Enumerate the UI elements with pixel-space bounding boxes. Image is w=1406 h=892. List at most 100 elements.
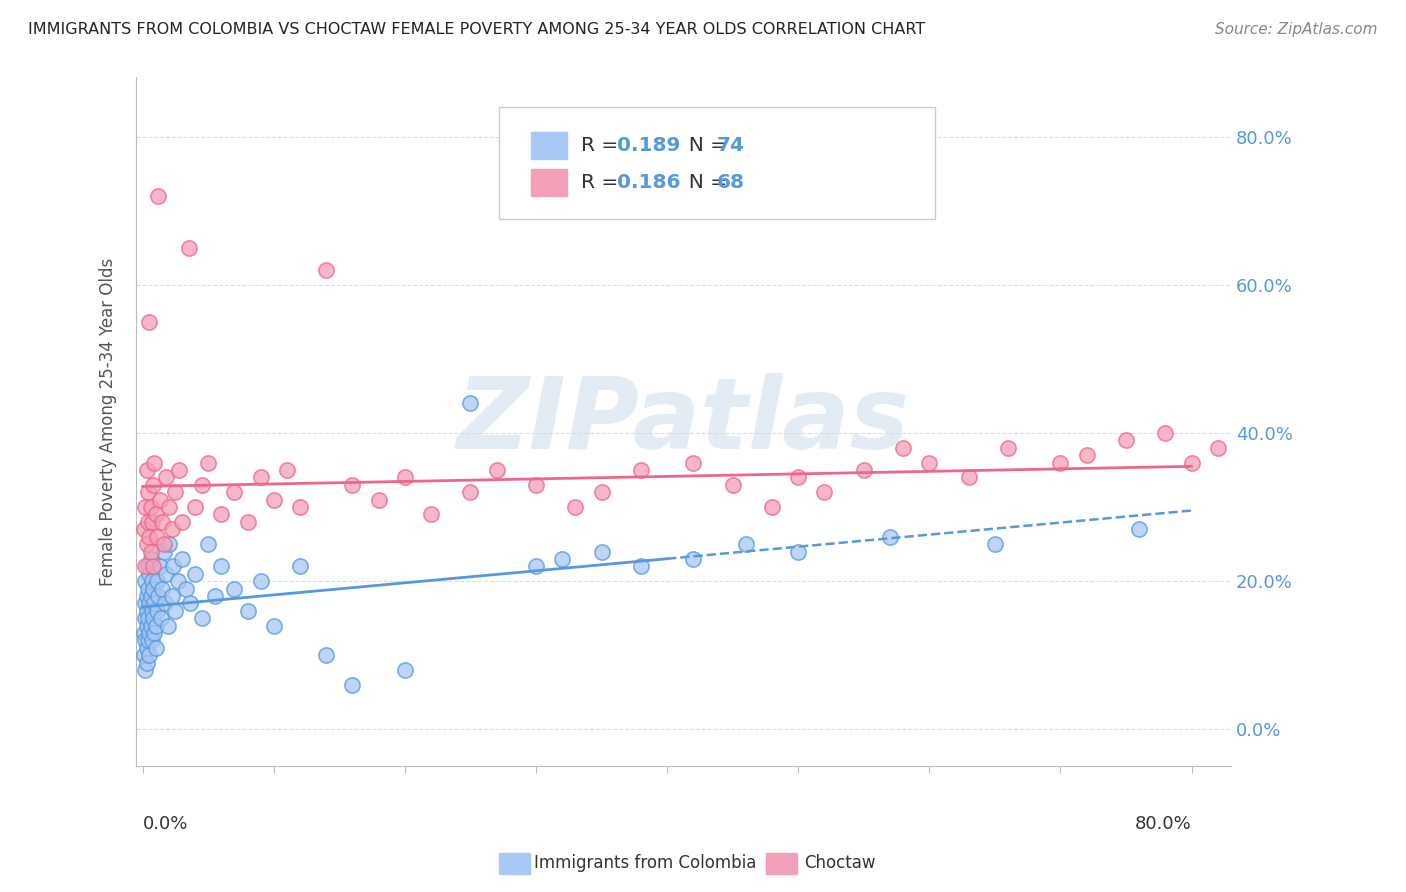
Y-axis label: Female Poverty Among 25-34 Year Olds: Female Poverty Among 25-34 Year Olds (100, 258, 117, 586)
Point (394, 663, 416, 677)
Point (138, 648, 160, 663)
Point (135, 640, 157, 655)
Point (209, 508, 232, 522)
Point (197, 456, 219, 470)
Point (132, 648, 155, 663)
Point (145, 508, 167, 522)
Point (139, 589, 162, 603)
Point (143, 596, 166, 610)
Point (139, 552, 162, 566)
Text: 68: 68 (717, 173, 745, 193)
Point (315, 648, 337, 663)
Point (682, 552, 704, 566)
Point (150, 515, 173, 529)
Point (165, 604, 187, 618)
Text: ZIPatlas: ZIPatlas (457, 374, 910, 470)
Point (177, 241, 200, 255)
Point (146, 530, 169, 544)
Point (1076, 448, 1098, 462)
Text: N =: N = (676, 173, 734, 193)
Point (134, 663, 156, 677)
Point (721, 478, 744, 492)
Point (630, 463, 652, 477)
Point (150, 611, 173, 625)
Point (957, 470, 980, 484)
Point (1285, 611, 1308, 625)
Point (146, 604, 169, 618)
Point (135, 537, 157, 551)
Point (918, 456, 941, 470)
Point (135, 589, 157, 603)
Point (141, 633, 163, 648)
Point (132, 626, 155, 640)
Point (135, 604, 157, 618)
Text: Immigrants from Colombia: Immigrants from Colombia (534, 855, 756, 872)
Point (1206, 441, 1229, 455)
Point (682, 456, 704, 470)
Point (1154, 425, 1177, 440)
Point (145, 618, 167, 632)
Point (169, 463, 191, 477)
Point (879, 530, 901, 544)
Text: Source: ZipAtlas.com: Source: ZipAtlas.com (1215, 22, 1378, 37)
Point (787, 544, 810, 558)
Point (170, 552, 193, 566)
Point (149, 559, 172, 574)
Point (460, 485, 482, 500)
Point (179, 596, 201, 610)
Point (224, 485, 246, 500)
Point (141, 574, 163, 589)
Text: 74: 74 (717, 136, 745, 155)
Point (134, 559, 156, 574)
Point (146, 574, 169, 589)
Point (141, 515, 163, 529)
Point (276, 463, 298, 477)
Point (135, 656, 157, 670)
Point (591, 485, 613, 500)
Point (152, 537, 174, 551)
Point (139, 544, 162, 558)
Point (136, 582, 159, 596)
Point (184, 500, 207, 514)
Point (1049, 456, 1071, 470)
Point (162, 559, 184, 574)
Point (1115, 434, 1137, 448)
Text: 0.189: 0.189 (617, 136, 681, 155)
Point (160, 522, 183, 536)
Point (190, 478, 212, 492)
Point (891, 441, 914, 455)
Point (485, 463, 508, 477)
Point (138, 530, 160, 544)
Point (852, 463, 875, 477)
Text: 0.186: 0.186 (617, 173, 681, 193)
Point (524, 559, 547, 574)
Point (155, 566, 177, 581)
Point (153, 596, 176, 610)
Point (591, 544, 613, 558)
Point (787, 470, 810, 484)
Point (249, 574, 271, 589)
Point (136, 515, 159, 529)
Point (134, 611, 156, 625)
Point (224, 582, 246, 596)
Point (138, 315, 160, 329)
Point (197, 537, 219, 551)
Point (136, 485, 159, 500)
Point (134, 574, 156, 589)
Point (148, 189, 170, 203)
Point (524, 478, 547, 492)
Point (136, 559, 159, 574)
Text: Choctaw: Choctaw (804, 855, 876, 872)
Point (984, 537, 1007, 551)
Text: R =: R = (581, 173, 624, 193)
Point (134, 500, 156, 514)
Point (204, 589, 226, 603)
Text: 80.0%: 80.0% (1135, 814, 1191, 832)
Point (288, 559, 311, 574)
Point (236, 515, 259, 529)
Point (263, 492, 285, 507)
Point (141, 604, 163, 618)
Point (150, 582, 173, 596)
Point (142, 478, 165, 492)
Point (136, 611, 159, 625)
